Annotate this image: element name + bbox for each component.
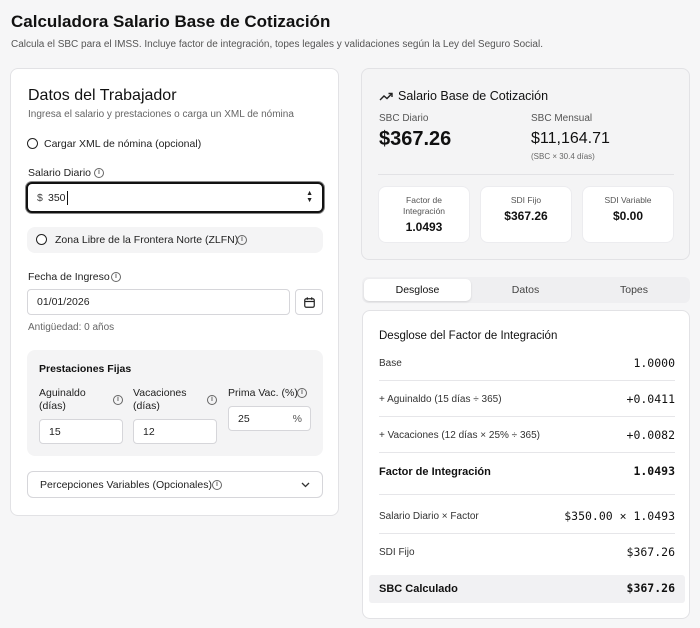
vacaciones-label: Vacaciones (días) (133, 387, 187, 412)
breakdown-row-vacaciones: + Vacaciones (12 días × 25% ÷ 365) +0.00… (379, 426, 675, 446)
divider (378, 174, 674, 175)
row-label: SBC Calculado (379, 583, 458, 595)
sbc-monthly-value: $11,164.71 (531, 130, 610, 147)
seniority-text: Antigüedad: 0 años (28, 322, 115, 333)
sbc-monthly-label: SBC Mensual (531, 113, 593, 124)
breakdown-row-sdi-fixed: SDI Fijo $367.26 (379, 543, 675, 563)
factor-metric: Factor de Integración 1.0493 (378, 186, 470, 243)
fixed-benefits-panel: Prestaciones Fijas Aguinaldo (días) i 15… (27, 350, 323, 456)
row-label: SDI Fijo (379, 547, 415, 558)
aguinaldo-label: Aguinaldo (días) (39, 387, 86, 412)
prima-label: Prima Vac. (%) (228, 387, 298, 399)
percent-symbol: % (292, 413, 302, 425)
aguinaldo-input[interactable]: 15 (39, 419, 123, 444)
zlfn-label: Zona Libre de la Frontera Norte (ZLFN) (55, 234, 239, 246)
sdi-fixed-value: $367.26 (504, 209, 548, 223)
factor-value: 1.0493 (405, 220, 443, 234)
breakdown-row-aguinaldo: + Aguinaldo (15 días ÷ 365) +0.0411 (379, 390, 675, 410)
sdi-variable-label: SDI Variable (604, 195, 652, 205)
hire-date-label: Fecha de Ingreso (28, 271, 110, 283)
row-value: +0.0411 (626, 392, 675, 406)
sbc-total-row: SBC Calculado $367.26 (369, 575, 685, 603)
xml-upload-option[interactable]: Cargar XML de nómina (opcional) (27, 137, 227, 153)
integration-factor-breakdown: Desglose del Factor de Integración Base … (362, 310, 690, 619)
stepper-icon[interactable]: ▲ ▼ (306, 190, 313, 204)
daily-salary-input[interactable]: $ 350 ▲ ▼ (26, 182, 324, 213)
row-label: + Vacaciones (12 días × 25% ÷ 365) (379, 430, 540, 441)
factor-label: Factor de Integración (402, 195, 446, 216)
row-value: $350.00 × 1.0493 (564, 509, 675, 523)
aguinaldo-value: 15 (49, 426, 61, 438)
breakdown-row-formula: Salario Diario × Factor $350.00 × 1.0493 (379, 507, 675, 527)
sbc-daily-label: SBC Diario (379, 113, 429, 124)
prima-input[interactable]: 25 % (228, 406, 311, 431)
tab-desglose[interactable]: Desglose (364, 279, 471, 301)
text-caret (67, 191, 68, 205)
divider (379, 380, 675, 381)
vacaciones-value: 12 (143, 426, 155, 438)
variables-label: Percepciones Variables (Opcionales) (40, 479, 212, 491)
sbc-summary-card: Salario Base de Cotización SBC Diario $3… (361, 68, 690, 260)
page-title: Calculadora Salario Base de Cotización (11, 12, 331, 31)
hire-date-input[interactable]: 01/01/2026 (27, 289, 290, 315)
info-icon[interactable]: i (113, 395, 123, 405)
worker-data-card: Datos del Trabajador Ingresa el salario … (10, 68, 339, 516)
info-icon[interactable]: i (297, 388, 307, 398)
sbc-heading: Salario Base de Cotización (398, 89, 549, 103)
prima-value: 25 (238, 413, 250, 425)
tab-datos[interactable]: Datos (511, 284, 540, 296)
row-value: 1.0493 (633, 464, 675, 478)
zlfn-option[interactable]: Zona Libre de la Frontera Norte (ZLFN) i (27, 227, 323, 253)
result-tabs: Desglose Datos Topes (362, 277, 690, 303)
info-icon[interactable]: i (207, 395, 217, 405)
benefits-heading: Prestaciones Fijas (39, 363, 132, 375)
calendar-icon (304, 297, 315, 308)
breakdown-row-factor: Factor de Integración 1.0493 (379, 462, 675, 482)
divider (379, 452, 675, 453)
sdi-fixed-label: SDI Fijo (510, 195, 542, 205)
divider (379, 494, 675, 495)
row-label: Base (379, 358, 402, 369)
sdi-variable-metric: SDI Variable $0.00 (582, 186, 674, 243)
breakdown-heading: Desglose del Factor de Integración (379, 330, 558, 342)
row-value: +0.0082 (626, 428, 675, 442)
hire-date-value: 01/01/2026 (37, 296, 90, 308)
info-icon[interactable]: i (237, 235, 247, 245)
info-icon[interactable]: i (212, 480, 222, 490)
row-value: $367.26 (626, 581, 675, 595)
info-icon[interactable]: i (94, 168, 104, 178)
sbc-monthly-note: (SBC × 30.4 días) (531, 152, 595, 161)
xml-radio[interactable] (27, 138, 38, 149)
daily-salary-label: Salario Diario (28, 167, 92, 179)
sdi-fixed-metric: SDI Fijo $367.26 (480, 186, 572, 243)
row-label: + Aguinaldo (15 días ÷ 365) (379, 394, 502, 405)
daily-salary-value: 350 (48, 192, 66, 204)
worker-hint: Ingresa el salario y prestaciones o carg… (28, 109, 294, 120)
currency-symbol: $ (37, 192, 43, 204)
sdi-variable-value: $0.00 (612, 209, 644, 223)
row-label: Salario Diario × Factor (379, 511, 479, 522)
chevron-down-icon (301, 482, 310, 488)
row-value: $367.26 (626, 545, 675, 559)
page-subtitle: Calcula el SBC para el IMSS. Incluye fac… (11, 39, 543, 50)
worker-heading: Datos del Trabajador (28, 87, 177, 104)
row-value: 1.0000 (633, 356, 675, 370)
info-icon[interactable]: i (111, 272, 121, 282)
vacaciones-input[interactable]: 12 (133, 419, 217, 444)
sbc-daily-value: $367.26 (379, 128, 452, 150)
calendar-button[interactable] (295, 289, 323, 315)
zlfn-radio[interactable] (36, 234, 47, 245)
xml-option-label: Cargar XML de nómina (opcional) (44, 138, 202, 150)
divider (379, 533, 675, 534)
row-label: Factor de Integración (379, 466, 491, 478)
tab-topes[interactable]: Topes (619, 284, 649, 296)
trending-up-icon (379, 92, 393, 101)
variable-perceptions-toggle[interactable]: Percepciones Variables (Opcionales) i (27, 471, 323, 498)
breakdown-row-base: Base 1.0000 (379, 354, 675, 374)
divider (379, 416, 675, 417)
